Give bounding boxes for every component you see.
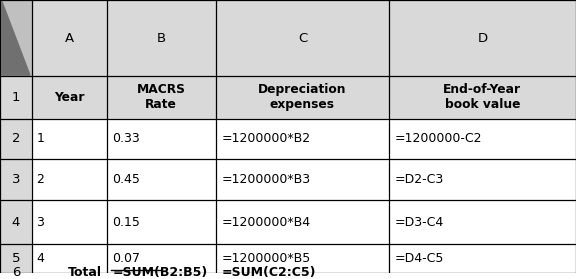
Text: 0.15: 0.15	[112, 216, 140, 229]
Polygon shape	[32, 76, 107, 119]
Text: 1: 1	[12, 91, 20, 104]
Text: Total: Total	[68, 266, 102, 279]
Text: =1200000*B3: =1200000*B3	[222, 173, 311, 186]
Polygon shape	[107, 200, 216, 244]
Text: 2: 2	[36, 173, 44, 186]
Polygon shape	[107, 0, 216, 76]
Text: D: D	[478, 32, 487, 45]
Polygon shape	[0, 200, 32, 244]
Text: =1200000*B2: =1200000*B2	[222, 133, 311, 145]
Text: C: C	[298, 32, 307, 45]
Polygon shape	[216, 0, 389, 76]
Polygon shape	[0, 159, 32, 200]
Polygon shape	[0, 0, 32, 76]
Polygon shape	[389, 0, 576, 76]
Polygon shape	[107, 244, 216, 273]
Polygon shape	[389, 200, 576, 244]
Polygon shape	[216, 244, 389, 273]
Polygon shape	[0, 244, 32, 273]
Polygon shape	[216, 159, 389, 200]
Text: 5: 5	[12, 252, 20, 265]
Text: 1: 1	[36, 133, 44, 145]
Polygon shape	[32, 0, 107, 76]
Text: MACRS
Rate: MACRS Rate	[137, 83, 185, 111]
Polygon shape	[2, 1, 30, 75]
Polygon shape	[216, 119, 389, 159]
Polygon shape	[216, 200, 389, 244]
Polygon shape	[0, 76, 32, 119]
Text: A: A	[65, 32, 74, 45]
Text: B: B	[157, 32, 166, 45]
Polygon shape	[389, 244, 576, 273]
Text: =SUM(C2:C5): =SUM(C2:C5)	[222, 266, 316, 279]
Text: 0.33: 0.33	[112, 133, 140, 145]
Text: 4: 4	[12, 216, 20, 229]
Polygon shape	[32, 159, 107, 200]
Polygon shape	[216, 76, 389, 119]
Polygon shape	[32, 119, 107, 159]
Text: Depreciation
expenses: Depreciation expenses	[258, 83, 347, 111]
Polygon shape	[107, 119, 216, 159]
Text: 3: 3	[36, 216, 44, 229]
Polygon shape	[107, 76, 216, 119]
Text: 4: 4	[36, 252, 44, 265]
Polygon shape	[389, 76, 576, 119]
Polygon shape	[32, 244, 107, 273]
Text: 0.45: 0.45	[112, 173, 140, 186]
Text: 2: 2	[12, 133, 20, 145]
Text: =D2-C3: =D2-C3	[395, 173, 444, 186]
Text: 3: 3	[12, 173, 20, 186]
Text: 6: 6	[12, 266, 20, 279]
Polygon shape	[32, 200, 107, 244]
Text: 0.07: 0.07	[112, 252, 141, 265]
Text: =1200000-C2: =1200000-C2	[395, 133, 482, 145]
Text: =D3-C4: =D3-C4	[395, 216, 444, 229]
Polygon shape	[389, 119, 576, 159]
Text: =1200000*B5: =1200000*B5	[222, 252, 311, 265]
Polygon shape	[0, 119, 32, 159]
Text: =1200000*B4: =1200000*B4	[222, 216, 311, 229]
Text: Year: Year	[54, 91, 84, 104]
Text: =D4-C5: =D4-C5	[395, 252, 444, 265]
Text: End-of-Year
book value: End-of-Year book value	[444, 83, 521, 111]
Polygon shape	[389, 159, 576, 200]
Polygon shape	[107, 159, 216, 200]
Text: =SUM(B2:B5): =SUM(B2:B5)	[112, 266, 207, 279]
